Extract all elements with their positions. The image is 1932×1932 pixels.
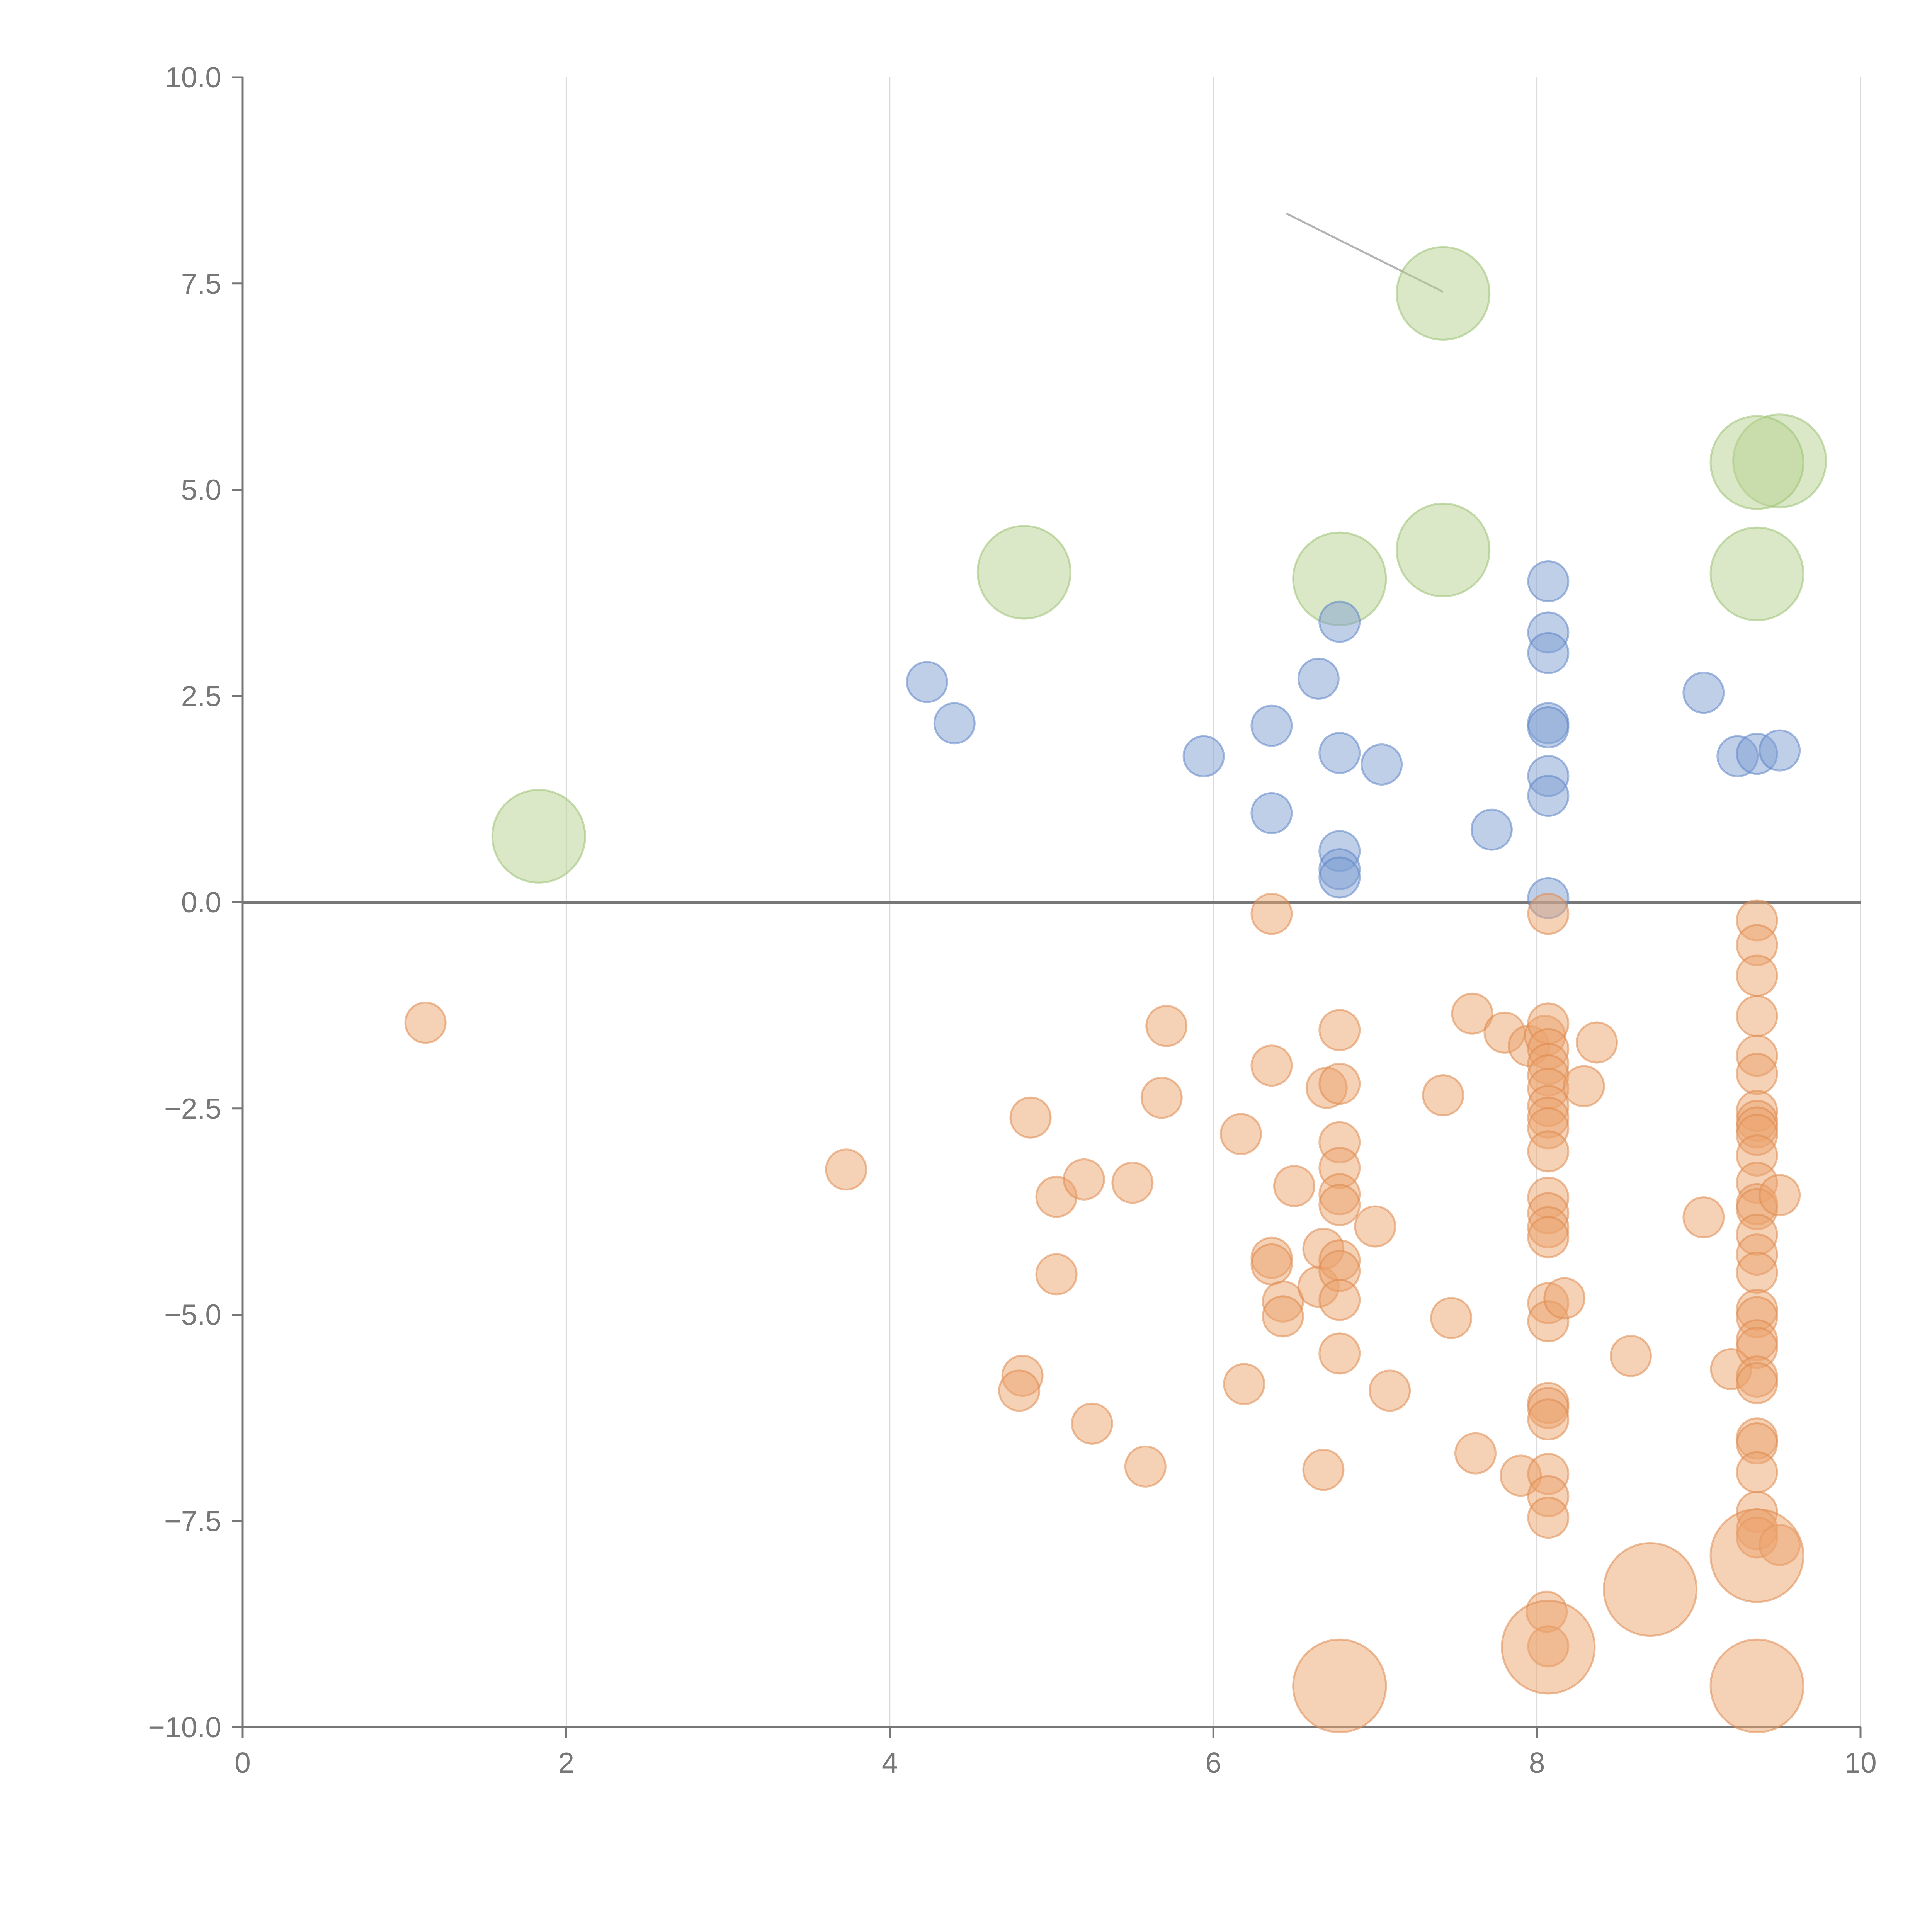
bubble-point-negative: [1736, 1451, 1778, 1493]
bubble-point-large-positive: [976, 525, 1071, 620]
y-tick-label: 10.0: [165, 61, 221, 94]
bubble-point-negative: [1223, 1363, 1265, 1405]
bubble-point-large-positive: [1709, 526, 1804, 621]
bubble-point-positive: [906, 661, 948, 703]
bubble-point-positive: [1682, 672, 1725, 714]
bubble-point-positive: [1470, 808, 1513, 851]
bubble-point-negative: [1609, 1335, 1652, 1377]
bubble-point-negative: [1576, 1021, 1618, 1064]
x-tick-label: 10: [1844, 1747, 1876, 1779]
bubble-point-negative: [1527, 1497, 1570, 1539]
bubble-point-large-negative: [1709, 1638, 1804, 1733]
bubble-point-negative: [1759, 1174, 1801, 1216]
y-tick-label: −7.5: [164, 1505, 221, 1537]
y-tick-label: 5.0: [181, 474, 221, 506]
bubble-point-positive: [933, 702, 976, 745]
y-tick-label: −10.0: [148, 1711, 221, 1743]
bubble-point-large-positive: [1396, 246, 1491, 341]
bubble-point-negative: [1527, 893, 1570, 935]
y-tick-label: −2.5: [164, 1092, 221, 1125]
bubble-point-large-positive: [1709, 415, 1804, 510]
bubble-point-negative: [1736, 1252, 1778, 1294]
bubble-point-large-negative: [1709, 1508, 1804, 1603]
bubble-point-positive: [1527, 560, 1570, 602]
bubble-point-negative: [404, 1002, 447, 1044]
x-tick-label: 2: [558, 1747, 575, 1779]
y-axis-ticks: 10.0 7.5 5.0 2.5 0.0 −2.5 −5.0 −7.5 −10.0: [148, 61, 243, 1743]
bubble-point-positive: [1182, 735, 1225, 777]
bubble-point-negative: [1318, 1332, 1361, 1375]
bubble-point-negative: [1219, 1113, 1262, 1155]
bubble-point-negative: [1736, 954, 1778, 997]
bubble-point-negative: [998, 1369, 1041, 1412]
bubble-point-negative: [1250, 1243, 1293, 1286]
bubble-point-negative: [1318, 1279, 1361, 1321]
bubble-point-negative: [1422, 1074, 1464, 1117]
bubble-point-large-negative: [1292, 1638, 1387, 1733]
bubble-points: [404, 246, 1827, 1733]
x-axis-ticks: 0 2 4 6 8 10: [235, 1727, 1877, 1779]
bubble-point-positive: [1527, 706, 1570, 748]
bubble-point-negative: [1035, 1253, 1078, 1296]
bubble-point-negative: [1262, 1295, 1304, 1338]
bubble-point-negative: [1451, 992, 1493, 1035]
bubble-point-large-positive: [491, 789, 586, 884]
y-tick-label: −5.0: [164, 1299, 221, 1331]
axes: [242, 77, 1861, 1728]
bubble-point-negative: [1124, 1445, 1167, 1488]
bubble-point-negative: [1250, 893, 1293, 935]
bubble-point-negative: [1736, 1362, 1778, 1405]
bubble-point-negative: [1454, 1432, 1497, 1475]
bubble-point-negative: [1527, 1130, 1570, 1173]
bubble-point-negative: [1369, 1369, 1411, 1412]
bubble-point-positive: [1297, 657, 1340, 700]
bubble-point-negative: [1145, 1005, 1188, 1047]
bubble-point-negative: [1563, 1065, 1605, 1107]
bubble-point-large-negative: [1501, 1600, 1596, 1695]
bubble-point-positive: [1318, 856, 1361, 899]
bubble-point-negative: [1682, 1196, 1725, 1239]
y-tick-label: 0.0: [181, 886, 221, 918]
bubble-point-positive: [1318, 600, 1361, 643]
bubble-point-negative: [1736, 1053, 1778, 1095]
bubble-point-positive: [1759, 729, 1801, 772]
bubble-point-positive: [1250, 792, 1293, 834]
bubble-point-negative: [1527, 1216, 1570, 1259]
bubble-point-negative: [1318, 1184, 1361, 1226]
bubble-point-negative: [1318, 1009, 1361, 1051]
bubble-point-positive: [1361, 743, 1403, 786]
x-tick-label: 8: [1529, 1747, 1545, 1779]
bubble-point-negative: [1111, 1162, 1154, 1204]
x-tick-label: 0: [235, 1747, 251, 1779]
bubble-point-negative: [1140, 1077, 1183, 1119]
bubble-point-large-positive: [1396, 502, 1491, 597]
bubble-point-negative: [1273, 1165, 1316, 1207]
bubble-point-positive: [1527, 775, 1570, 817]
bubble-point-negative: [825, 1148, 867, 1191]
y-tick-label: 7.5: [181, 267, 221, 300]
bubble-point-negative: [1250, 1044, 1293, 1087]
bubble-point-negative: [1318, 1063, 1361, 1105]
x-tick-label: 4: [882, 1747, 898, 1779]
bubble-point-negative: [1543, 1277, 1586, 1320]
bubble-point-positive: [1250, 704, 1293, 747]
bubble-point-negative: [1071, 1402, 1113, 1445]
x-tick-label: 6: [1205, 1747, 1221, 1779]
y-tick-label: 2.5: [181, 680, 221, 712]
bubble-point-positive: [1527, 632, 1570, 674]
bubble-point-negative: [1354, 1205, 1396, 1248]
bubble-point-negative: [1063, 1158, 1105, 1201]
bubble-point-negative: [1527, 1398, 1570, 1441]
bubble-point-positive: [1318, 732, 1361, 774]
bubble-point-negative: [1009, 1096, 1052, 1139]
bubble-point-negative: [1430, 1297, 1473, 1339]
bubble-point-negative: [1736, 995, 1778, 1037]
bubble-point-negative: [1302, 1449, 1345, 1491]
bubble-point-large-negative: [1603, 1542, 1698, 1637]
